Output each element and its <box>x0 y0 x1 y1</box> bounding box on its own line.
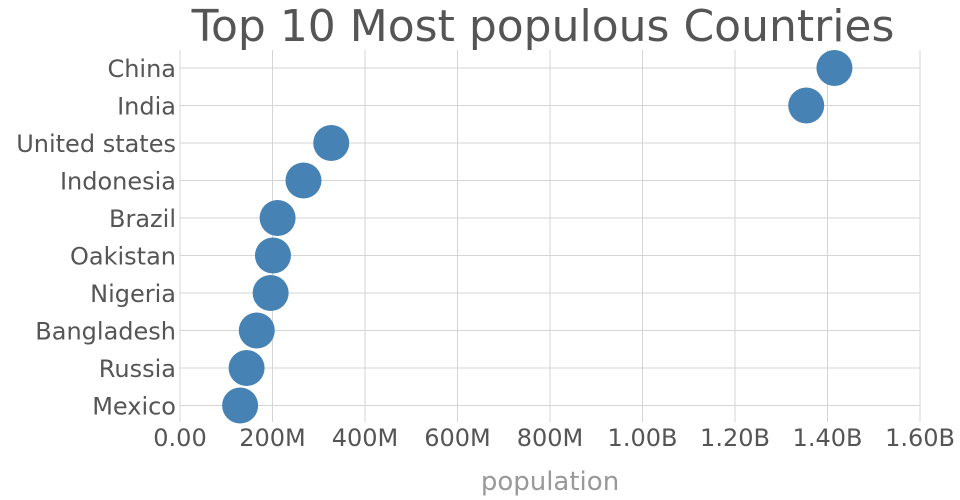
x-tick-label: 1.20B <box>700 424 770 452</box>
data-point-nigeria[interactable] <box>252 275 289 311</box>
data-point-mexico[interactable] <box>222 387 259 424</box>
category-label: Bangladesh <box>35 318 176 346</box>
x-tick-label: 1.40B <box>793 424 863 452</box>
x-tick-labels: 0.00 200M 400M 600M 800M 1.00B 1.20B 1.40B 1.60B <box>153 424 955 452</box>
category-labels: China India United states Indonesia Brazil Oa… <box>16 55 176 421</box>
x-tick-label: 400M <box>332 424 399 452</box>
data-point-oakistan[interactable] <box>254 237 291 274</box>
data-point-bangladesh[interactable] <box>238 312 275 349</box>
category-label: Indonesia <box>60 168 176 196</box>
x-tick-label: 1.60B <box>885 424 955 452</box>
category-label: Russia <box>99 355 176 383</box>
category-label: China <box>107 55 176 83</box>
data-point-india[interactable] <box>788 87 825 124</box>
x-tick-label: 1.00B <box>608 424 678 452</box>
category-label: Brazil <box>109 205 176 233</box>
category-label: United states <box>16 130 176 158</box>
x-tick-label: 600M <box>424 424 491 452</box>
category-label: Oakistan <box>70 243 176 271</box>
data-point-united-states[interactable] <box>313 125 350 161</box>
data-points <box>222 50 853 424</box>
category-label: India <box>117 93 176 121</box>
category-label: Mexico <box>92 393 176 421</box>
data-point-brazil[interactable] <box>259 200 296 236</box>
data-point-indonesia[interactable] <box>285 162 322 199</box>
x-tick-label: 0.00 <box>153 424 206 452</box>
x-tick-label: 200M <box>239 424 306 452</box>
chart-title: Top 10 Most populous Countries <box>191 1 895 52</box>
x-axis-title: population <box>481 467 619 497</box>
x-tick-label: 800M <box>517 424 584 452</box>
gridlines <box>179 50 921 422</box>
category-label: Nigeria <box>90 280 176 308</box>
data-point-china[interactable] <box>816 50 853 86</box>
data-point-russia[interactable] <box>228 350 265 386</box>
